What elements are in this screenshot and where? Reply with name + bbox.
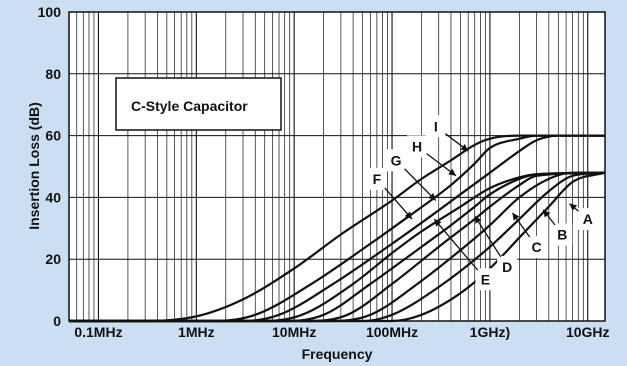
plot-area xyxy=(68,11,606,322)
curve-label-arrowhead xyxy=(460,144,469,152)
curve-label-bg xyxy=(577,208,598,231)
curve-label-a: A xyxy=(583,211,593,227)
curve-label-arrowhead xyxy=(474,215,482,224)
curve-label-f: F xyxy=(373,171,382,187)
curve-h xyxy=(69,134,605,323)
curve-i xyxy=(69,134,605,323)
curve-label-arrowhead xyxy=(512,212,520,221)
y-tick-label: 100 xyxy=(38,4,62,20)
y-tick-label: 60 xyxy=(45,128,61,144)
curves xyxy=(69,134,606,323)
curve-label-arrowhead xyxy=(448,168,456,176)
x-axis-ticks: 0.1MHz 1MHz 10MHz 100MHz 1GHz) 10GHz xyxy=(74,324,609,340)
y-tick-label: 0 xyxy=(53,313,61,329)
curve-label-h: H xyxy=(412,138,422,154)
curve-label-e: E xyxy=(481,271,490,287)
x-tick-label: 10GHz xyxy=(566,324,610,340)
curve-label-bg xyxy=(497,255,518,278)
curve-label-leader xyxy=(404,168,437,201)
x-axis-title: Frequency xyxy=(302,346,373,362)
curve-label-g: G xyxy=(391,152,402,168)
y-axis-ticks: 0 20 40 60 80 100 xyxy=(38,4,62,329)
curve-g xyxy=(69,134,605,323)
x-tick-label: 1GHz) xyxy=(470,324,510,340)
curve-label-bg xyxy=(386,149,407,172)
curve-label-leader xyxy=(433,218,479,271)
x-tick-label: 0.1MHz xyxy=(74,324,122,340)
curve-label-bg xyxy=(407,135,428,158)
curve-label-leader xyxy=(474,215,502,258)
curve-label-bg xyxy=(475,268,496,291)
curve-label-c: C xyxy=(532,239,542,255)
curve-label-arrowhead xyxy=(434,219,442,227)
y-axis-title: Insertion Loss (dB) xyxy=(26,102,42,230)
x-tick-label: 100MHz xyxy=(366,324,418,340)
annotation-text: C-Style Capacitor xyxy=(131,98,248,114)
curve-label-bg xyxy=(366,167,387,190)
annotation-box xyxy=(115,77,282,131)
x-tick-label: 1MHz xyxy=(178,324,215,340)
curve-d xyxy=(69,171,606,323)
curve-label-arrowhead xyxy=(404,211,413,220)
curve-label-arrowhead xyxy=(543,209,551,218)
curve-label-b: B xyxy=(557,226,567,242)
y-tick-label: 40 xyxy=(45,189,61,205)
curve-label-arrowhead xyxy=(569,203,578,211)
curve-label-bg xyxy=(552,223,573,246)
curve-label-i: I xyxy=(434,118,438,134)
curve-label-arrowhead xyxy=(428,193,436,201)
y-tick-label: 80 xyxy=(45,66,61,82)
x-tick-label: 10MHz xyxy=(272,324,316,340)
curve-label-bg xyxy=(526,235,547,258)
curve-label-bg xyxy=(425,115,446,138)
y-tick-label: 20 xyxy=(45,251,61,267)
curve-label-d: D xyxy=(502,259,512,275)
curve-f xyxy=(69,171,606,323)
